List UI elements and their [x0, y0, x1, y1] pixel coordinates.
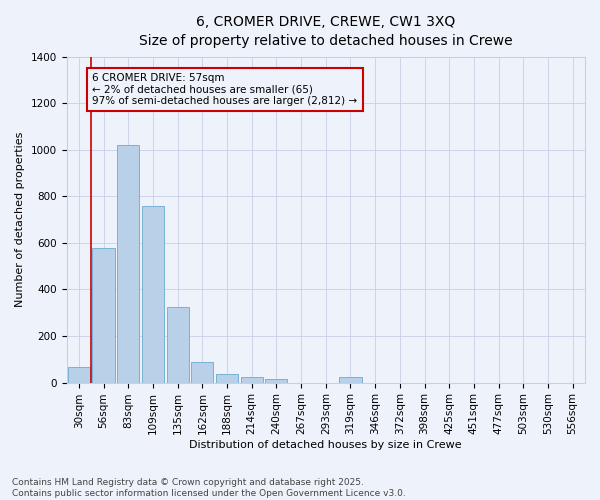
- Bar: [68, 368, 90, 382]
- Bar: [241, 377, 263, 382]
- Bar: [117, 145, 139, 382]
- Bar: [142, 206, 164, 382]
- Text: 6 CROMER DRIVE: 57sqm
← 2% of detached houses are smaller (65)
97% of semi-detac: 6 CROMER DRIVE: 57sqm ← 2% of detached h…: [92, 73, 358, 106]
- Y-axis label: Number of detached properties: Number of detached properties: [15, 132, 25, 308]
- Bar: [340, 377, 362, 382]
- Text: Contains HM Land Registry data © Crown copyright and database right 2025.
Contai: Contains HM Land Registry data © Crown c…: [12, 478, 406, 498]
- Bar: [92, 248, 115, 382]
- Title: 6, CROMER DRIVE, CREWE, CW1 3XQ
Size of property relative to detached houses in : 6, CROMER DRIVE, CREWE, CW1 3XQ Size of …: [139, 15, 512, 48]
- Bar: [265, 379, 287, 382]
- X-axis label: Distribution of detached houses by size in Crewe: Distribution of detached houses by size …: [190, 440, 462, 450]
- Bar: [191, 362, 214, 382]
- Bar: [216, 374, 238, 382]
- Bar: [167, 307, 189, 382]
